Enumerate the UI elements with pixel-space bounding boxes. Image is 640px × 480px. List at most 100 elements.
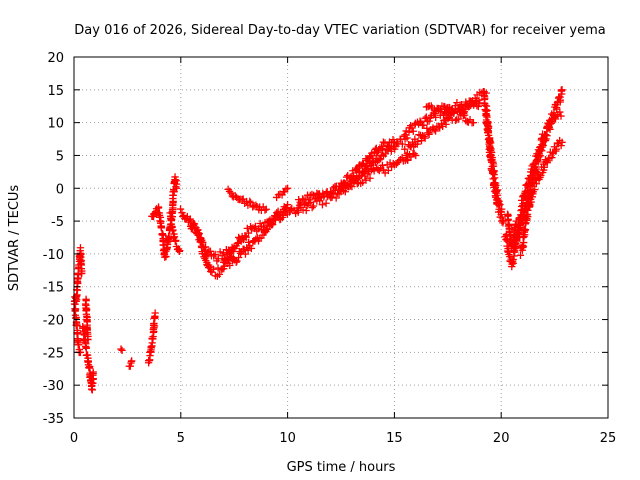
data-point (157, 224, 166, 232)
x-tick-label: 5 (177, 431, 185, 446)
data-point (475, 96, 483, 104)
data-point (322, 199, 330, 207)
data-point (378, 144, 386, 153)
data-point (512, 217, 520, 225)
data-point (281, 204, 290, 213)
data-point (493, 186, 502, 194)
data-point (283, 184, 292, 192)
data-point (341, 180, 350, 188)
data-point (246, 198, 255, 207)
data-point (509, 237, 517, 245)
data-point (486, 139, 495, 147)
data-point (216, 248, 224, 256)
data-point (376, 155, 385, 163)
data-point (85, 363, 93, 372)
data-point (322, 189, 330, 197)
data-point (311, 195, 319, 203)
data-point (325, 192, 333, 200)
data-point (455, 115, 463, 123)
data-point (391, 145, 399, 153)
x-axis-label: GPS time / hours (287, 460, 396, 475)
data-point (365, 153, 374, 161)
data-point (278, 211, 287, 219)
data-point (484, 124, 493, 132)
data-point (318, 201, 327, 209)
data-point (511, 221, 520, 229)
data-point (337, 188, 345, 196)
data-point (294, 208, 302, 216)
data-point (496, 200, 504, 209)
data-point (483, 106, 491, 115)
data-point (241, 250, 250, 258)
data-point (425, 117, 433, 125)
data-point (524, 213, 532, 221)
data-point (328, 189, 336, 197)
data-point (350, 178, 358, 186)
data-point (499, 217, 507, 225)
data-point (176, 246, 184, 255)
data-point (154, 204, 163, 212)
data-point (519, 243, 527, 251)
data-point (226, 261, 234, 270)
data-point (540, 163, 548, 171)
data-point (117, 345, 125, 353)
data-point (169, 191, 177, 200)
data-point (552, 145, 560, 153)
data-point (471, 94, 479, 103)
data-point (398, 140, 406, 148)
data-point (470, 101, 478, 109)
data-point (442, 120, 450, 129)
data-point (441, 116, 449, 124)
data-point (398, 153, 406, 162)
data-point (551, 115, 560, 123)
data-point (364, 166, 372, 174)
y-tick-label: -10 (43, 248, 64, 263)
data-point (556, 108, 564, 116)
data-point (74, 341, 83, 349)
data-point (532, 180, 541, 188)
data-point (362, 176, 370, 184)
y-tick-label: 20 (47, 51, 64, 66)
data-point (282, 203, 291, 212)
data-point (194, 229, 203, 237)
data-point (297, 200, 305, 208)
data-point (431, 127, 440, 135)
data-point (366, 174, 374, 182)
data-point (151, 309, 159, 317)
data-point (206, 263, 214, 271)
data-point (346, 182, 355, 190)
data-point (402, 127, 410, 135)
data-point (509, 255, 517, 264)
y-axis-label: SDTVAR / TECUs (7, 185, 22, 292)
data-point (73, 275, 82, 283)
data-point (416, 117, 424, 125)
data-point (422, 113, 430, 121)
data-point (548, 153, 556, 162)
data-point (432, 113, 440, 122)
data-point (425, 130, 433, 138)
chart-title: Day 016 of 2026, Sidereal Day-to-day VTE… (74, 23, 605, 38)
x-tick-label: 0 (70, 431, 78, 446)
data-point (527, 198, 535, 206)
data-point (491, 174, 499, 182)
data-point (424, 102, 432, 111)
data-point (354, 174, 362, 183)
data-point (404, 156, 412, 165)
data-point (82, 344, 90, 352)
data-point (172, 184, 181, 192)
data-point (84, 335, 92, 343)
data-point (215, 270, 224, 279)
data-point (384, 142, 392, 150)
data-point (350, 172, 358, 180)
data-point (84, 357, 93, 365)
data-layer (70, 86, 566, 394)
data-point (332, 194, 340, 202)
data-point (498, 205, 506, 213)
data-point (201, 243, 210, 251)
data-point (245, 238, 253, 246)
data-point (305, 196, 313, 204)
data-point (417, 137, 426, 145)
data-point (211, 250, 219, 259)
